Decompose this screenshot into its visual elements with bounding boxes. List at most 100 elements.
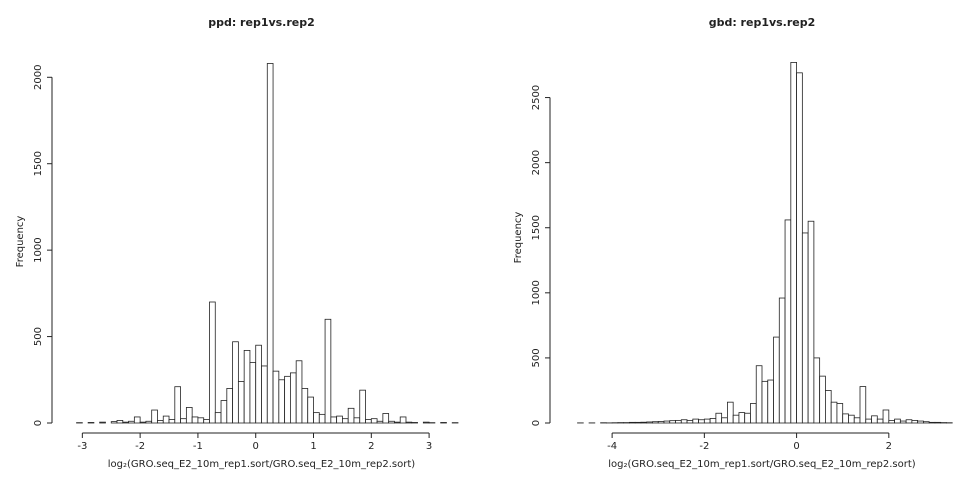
- y-axis-label: Frequency: [513, 212, 524, 264]
- bar: [151, 409, 158, 424]
- bar: [278, 379, 286, 424]
- x-tick-label: 0: [253, 441, 259, 452]
- chart-title: ppd: rep1vs.rep2: [208, 16, 315, 29]
- bar: [116, 420, 124, 424]
- bar: [399, 416, 407, 424]
- bar: [629, 421, 636, 424]
- bar: [634, 421, 642, 424]
- bar: [669, 420, 676, 424]
- bar: [859, 386, 867, 424]
- x-tick-label: 0: [793, 441, 799, 452]
- bar: [191, 416, 199, 424]
- bar: [330, 416, 338, 424]
- bar: [865, 418, 872, 424]
- bar: [784, 219, 792, 424]
- bar: [819, 375, 826, 424]
- bar: [703, 418, 711, 424]
- bar: [680, 419, 688, 424]
- bar: [411, 422, 418, 424]
- bar: [732, 414, 740, 424]
- bar: [888, 419, 895, 424]
- bar: [836, 403, 844, 424]
- bar: [180, 418, 187, 424]
- bar: [853, 417, 861, 424]
- bar: [318, 413, 326, 424]
- bar: [917, 420, 924, 424]
- bar: [894, 418, 901, 424]
- bar: [342, 418, 349, 424]
- bar: [359, 389, 366, 424]
- bar: [174, 386, 181, 424]
- bar: [87, 422, 95, 424]
- bar: [871, 415, 878, 424]
- bar: [842, 413, 849, 424]
- bar: [405, 421, 413, 424]
- bar: [778, 297, 786, 424]
- x-tick-label: -4: [607, 441, 617, 452]
- y-tick-label: 0: [531, 420, 542, 426]
- bar: [313, 412, 320, 424]
- bar: [347, 407, 355, 424]
- x-tick-label: -1: [193, 441, 203, 452]
- bar: [99, 421, 106, 424]
- bar: [243, 349, 251, 424]
- y-tick-label: 2000: [33, 65, 44, 90]
- bar: [394, 421, 401, 424]
- y-tick-label: 1000: [33, 237, 44, 262]
- bar: [801, 232, 809, 424]
- bar: [301, 388, 309, 424]
- x-tick-label: -2: [699, 441, 709, 452]
- bar: [923, 421, 930, 424]
- bar: [365, 419, 372, 424]
- bar: [715, 412, 723, 424]
- bar: [422, 421, 430, 424]
- bar: [209, 301, 216, 424]
- y-tick-label: 1500: [33, 151, 44, 176]
- bar: [232, 341, 239, 424]
- bar: [336, 415, 343, 424]
- x-tick-label: 2: [886, 441, 892, 452]
- bar: [110, 421, 118, 424]
- bar: [911, 419, 919, 424]
- bar: [848, 414, 855, 424]
- bar: [796, 72, 803, 424]
- bar: [376, 420, 384, 424]
- bar: [382, 413, 390, 424]
- bar: [388, 420, 395, 424]
- bar: [249, 362, 257, 424]
- bar: [709, 418, 717, 424]
- bar: [220, 400, 228, 424]
- bar: [686, 419, 694, 424]
- bar: [738, 412, 746, 424]
- x-tick-label: -2: [135, 441, 145, 452]
- bar: [197, 417, 205, 424]
- y-tick-label: 0: [33, 420, 44, 426]
- bar: [157, 420, 164, 424]
- bar: [203, 419, 210, 424]
- bar: [255, 344, 262, 424]
- bar: [284, 375, 291, 424]
- bar: [145, 420, 153, 424]
- bar: [813, 357, 821, 424]
- bar: [307, 396, 314, 424]
- bar: [295, 360, 303, 424]
- bar: [185, 407, 193, 424]
- y-tick-label: 1000: [531, 280, 542, 305]
- bar: [266, 63, 274, 424]
- y-axis-label: Frequency: [15, 216, 26, 268]
- histogram-panel: ppd: rep1vs.rep2 log₂(GRO.seq_E2_10m_rep1…: [15, 16, 459, 470]
- bar: [646, 421, 653, 424]
- y-tick-label: 2500: [531, 85, 542, 110]
- bar: [162, 415, 170, 424]
- y-tick-label: 500: [33, 327, 44, 346]
- bar: [755, 365, 763, 424]
- bar: [905, 419, 913, 424]
- bar: [640, 421, 648, 424]
- bar: [122, 421, 129, 424]
- bar: [128, 420, 135, 424]
- x-tick-label: -3: [77, 441, 87, 452]
- bar: [139, 421, 147, 424]
- chart-title: gbd: rep1vs.rep2: [709, 16, 816, 29]
- bar: [272, 370, 280, 424]
